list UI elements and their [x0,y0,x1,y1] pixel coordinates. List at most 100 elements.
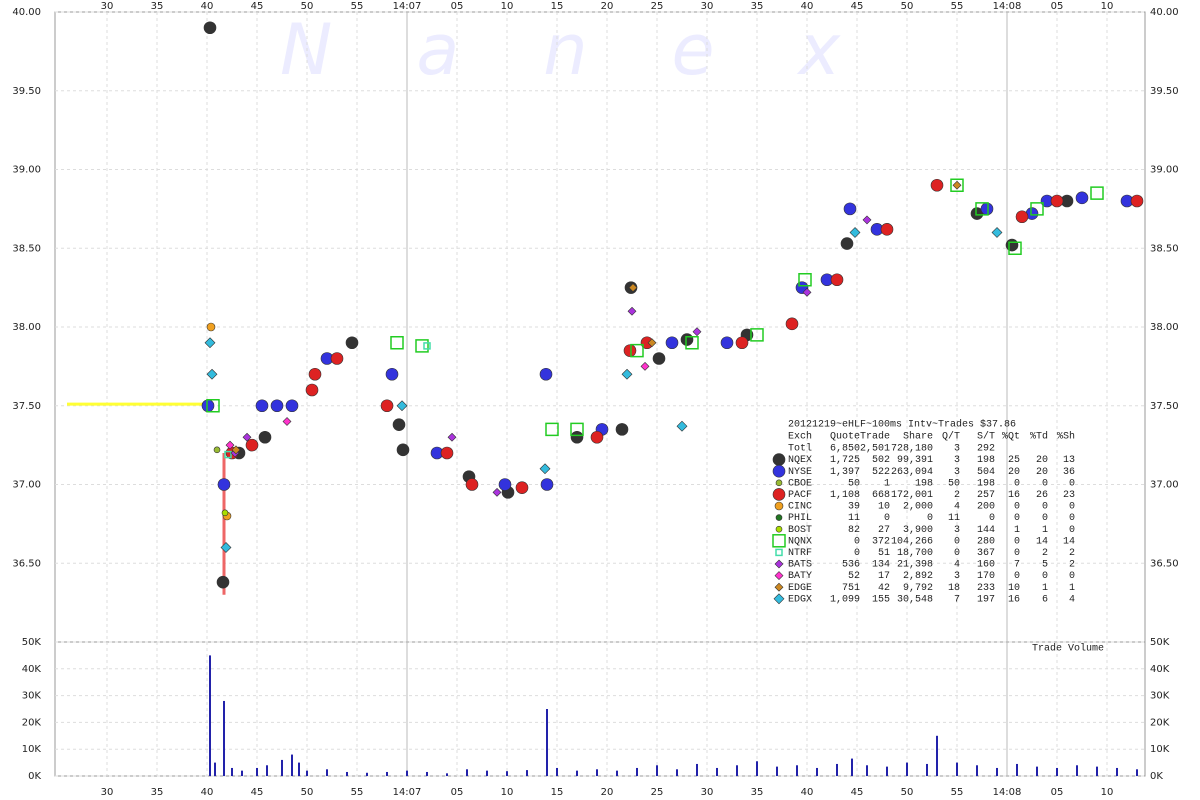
legend-column-header: %Td [1030,431,1048,443]
trade-point [245,438,259,452]
legend-cell: 198 [915,478,933,489]
marks [67,21,1144,776]
legend-row-label: EDGX [788,594,812,605]
x-tick-label-top: 50 [301,1,314,12]
trade-point [220,542,232,553]
x-tick-label-bottom: 30 [701,787,714,798]
legend-row-label: NYSE [788,467,812,478]
volume-bar [209,655,211,776]
x-tick-label-top: 20 [601,1,614,12]
trade-point [440,446,454,460]
legend-cell: 3 [954,525,960,536]
x-tick-label-top: 05 [1051,1,1064,12]
trade-point [492,487,502,497]
volume-bar [996,767,998,776]
legend-cell: 18 [948,583,960,594]
plot-frame [54,11,1146,777]
trade-point [308,367,322,381]
legend-cell: 160 [977,560,995,571]
legend-marker [774,582,784,592]
volume-bar [866,765,868,776]
volume-bar [556,767,558,776]
x-tick-label-top: 14:08 [993,1,1022,12]
legend-cell: 26 [1036,490,1048,501]
trade-point [952,180,962,190]
trade-point [206,368,218,380]
legend-marker [775,479,783,487]
legend-cell: 198 [977,478,995,489]
trade-point [652,352,666,365]
trade-point [447,432,457,442]
y-tick-label-right: 38.50 [1150,243,1179,254]
y-tick-label-right: 40.00 [1150,7,1179,18]
x-tick-label-top: 10 [1101,1,1114,12]
volume-bar [466,769,468,776]
legend-cell: 0 [989,513,995,524]
y-tick-label-right: 37.00 [1150,480,1179,491]
legend-row-label: BATS [788,560,812,571]
trade-point [465,478,479,491]
volume-bar [386,771,388,776]
legend-cell: 2,501 [860,444,890,455]
x-tick-label-top: 40 [801,1,814,12]
legend-cell: 20 [1036,467,1048,478]
legend-cell: 0 [927,513,933,524]
volume-bar [1136,769,1138,776]
trade-point [1030,202,1044,216]
legend-cell: 0 [1042,513,1048,524]
y-tick-label-right: 37.50 [1150,401,1179,412]
legend-cell: 0 [1014,548,1020,559]
trade-point [1130,194,1144,208]
volume-bar [506,771,508,776]
volume-bar [1076,765,1078,776]
legend-cell: 0 [1014,571,1020,582]
y-tick-label-left: 37.00 [12,480,41,491]
volume-bar [906,762,908,776]
legend-cell: 13 [1063,455,1075,466]
x-tick-label-bottom: 55 [351,787,364,798]
legend-cell: 104,266 [891,536,933,547]
legend-cell: 14 [1063,536,1075,547]
legend-cell: 0 [1014,478,1020,489]
legend-row-label: EDGE [788,583,812,594]
trade-point [975,202,989,216]
legend-cell: 367 [977,548,995,559]
legend-marker [774,501,784,511]
legend-marker [773,593,785,605]
x-tick-label-top: 50 [901,1,914,12]
legend-cell: 522 [872,467,890,478]
trade-point [282,417,292,426]
x-tick-label-top: 30 [701,1,714,12]
legend-cell: 10 [878,502,890,513]
legend-cell: 11 [948,513,960,524]
legend-cell: 4 [954,502,960,513]
legend-cell: 172,001 [891,490,933,501]
trade-point [991,227,1003,238]
volume-tick-label-left: 10K [22,744,42,755]
trade-point [242,432,252,442]
legend-cell: 502 [872,455,890,466]
trade-point [498,478,512,491]
volume-bar [346,771,348,776]
trade-point [735,336,749,350]
volume-tick-label-left: 0K [28,771,41,782]
legend-cell: 42 [878,583,890,594]
trade-point [950,178,964,192]
legend-cell: 0 [1069,525,1075,536]
y-tick-label-left: 36.50 [12,558,41,569]
trade-point [415,339,429,353]
volume-tick-label-left: 40K [22,664,42,675]
volume-bar [223,700,225,776]
x-tick-label-top: 45 [251,1,264,12]
legend-row-label: BOST [788,525,812,536]
legend-cell: 280 [977,536,995,547]
legend-cell: 3,900 [903,525,933,536]
volume-bar [256,767,258,776]
volume-bar [281,759,283,776]
volume-bar [266,765,268,776]
x-tick-label-bottom: 14:07 [393,787,422,798]
volume-tick-label-right: 10K [1150,744,1170,755]
y-tick-label-left: 40.00 [12,7,41,18]
legend-cell: 4 [1069,594,1075,605]
volume-bar [636,767,638,776]
